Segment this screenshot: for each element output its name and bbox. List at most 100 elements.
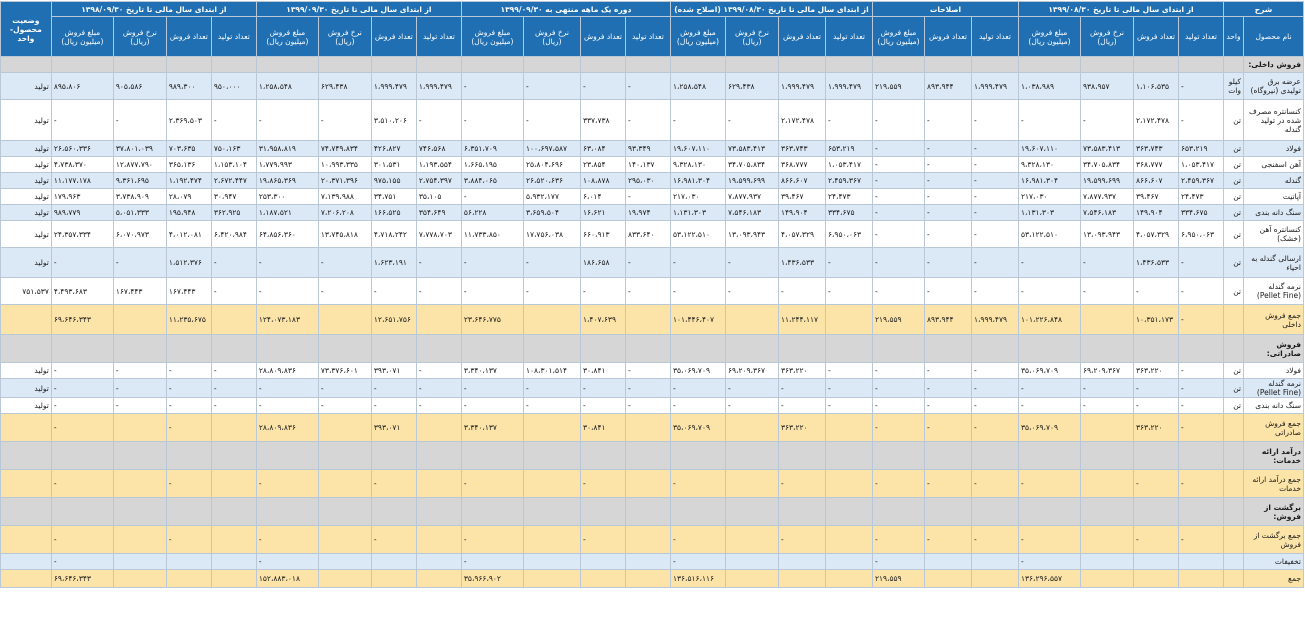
header-sub-production-qty: تعداد تولید: [1177, 16, 1224, 57]
value-cell: -: [460, 247, 524, 278]
value-cell: -: [871, 99, 925, 141]
value-cell: [724, 497, 779, 526]
status-cell: [0, 525, 52, 554]
value-cell: ۲۸،۸۰۹،۸۳۶: [255, 362, 319, 379]
value-cell: [415, 497, 462, 526]
value-cell: ۲،۷۵۴،۳۹۷: [415, 172, 462, 189]
product-name-cell: درآمد ارائه خدمات:: [1243, 441, 1304, 470]
status-cell: [0, 569, 52, 588]
value-cell: ۳۶۲،۹۲۵: [210, 204, 257, 221]
value-cell: -: [970, 140, 1019, 157]
value-cell: [415, 334, 462, 363]
value-cell: ۱۰،۹۹۳،۳۳۵: [317, 156, 372, 173]
value-cell: [210, 569, 257, 588]
value-cell: -: [460, 553, 524, 570]
value-cell: [522, 569, 581, 588]
value-cell: -: [210, 277, 257, 305]
table-row: ارسالی گندله به احیاء تن -۱،۴۳۶،۵۳۳- - - - - -۱…: [0, 247, 1304, 278]
value-cell: -: [871, 220, 925, 248]
value-cell: [970, 569, 1019, 588]
value-cell: ۳،۸۸۴،۰۶۵: [460, 172, 524, 189]
value-cell: -: [317, 378, 372, 398]
value-cell: -: [579, 397, 626, 414]
value-cell: ۹۸۹،۳۰۰: [165, 72, 212, 100]
unit-cell: تن: [1222, 204, 1245, 221]
value-cell: ۸۶۶،۶۰۷: [1132, 172, 1179, 189]
value-cell: -: [624, 188, 671, 205]
product-name-cell: آهن اسفنجی: [1243, 156, 1304, 173]
header-sub-sales-amount: مبلغ فروش (میلیون ریال): [871, 16, 925, 57]
value-cell: ۳،۳۴۰،۱۳۷: [460, 362, 524, 379]
value-cell: ۷،۸۷۷،۹۳۷: [1079, 188, 1134, 205]
value-cell: ۱۱،۷۳۳،۸۵۰: [460, 220, 524, 248]
value-cell: [824, 334, 873, 363]
value-cell: [923, 497, 972, 526]
value-cell: [1132, 56, 1179, 73]
sales-report-container: شرح از ابتدای سال مالی تا تاریخ ۱۳۹۹/۰۸/…: [0, 1, 1305, 588]
value-cell: [1017, 441, 1081, 470]
value-cell: -: [970, 277, 1019, 305]
value-cell: ۲۴،۴۷۳: [824, 188, 873, 205]
value-cell: ۹۷۵،۱۵۵: [370, 172, 417, 189]
table-row: تخفیفات - - - - - -: [0, 553, 1304, 570]
value-cell: -: [317, 397, 372, 414]
value-cell: -: [871, 525, 925, 554]
value-cell: -: [923, 397, 972, 414]
value-cell: ۱۱،۱۷۷،۱۷۸: [50, 172, 114, 189]
value-cell: ۶۶۰،۹۱۳: [579, 220, 626, 248]
value-cell: -: [579, 525, 626, 554]
value-cell: -: [669, 378, 726, 398]
value-cell: [923, 553, 972, 570]
status-cell: تولید: [0, 99, 52, 141]
value-cell: -: [522, 397, 581, 414]
value-cell: -: [50, 378, 114, 398]
value-cell: ۳۷،۸۰۱،۰۳۹: [112, 140, 167, 157]
value-cell: ۱،۹۹۹،۴۷۹: [824, 72, 873, 100]
value-cell: -: [255, 525, 319, 554]
total-row: جمع ۱۳۶،۲۹۶،۵۵۷ ۲۱۹،۵۵۹ ۱۳۶،۵۱۶،۱۱۶ ۳۵،۹۶۶،۹…: [0, 569, 1304, 588]
value-cell: -: [1132, 277, 1179, 305]
status-cell: [0, 469, 52, 498]
value-cell: [210, 56, 257, 73]
value-cell: ۳۴،۷۰۵،۸۳۴: [724, 156, 779, 173]
value-cell: [777, 56, 826, 73]
value-cell: -: [165, 413, 212, 442]
value-cell: ۳۶۸،۷۷۷: [777, 156, 826, 173]
value-cell: ۱۶۶،۵۲۵: [370, 204, 417, 221]
value-cell: ۲،۱۷۲،۴۷۸: [1132, 99, 1179, 141]
status-cell: تولید: [0, 72, 52, 100]
value-cell: [522, 525, 581, 554]
product-name-cell: فولاد: [1243, 362, 1304, 379]
value-cell: [370, 497, 417, 526]
value-cell: -: [624, 362, 671, 379]
table-row: گندله تن ۲،۴۵۹،۳۶۷ ۸۶۶،۶۰۷ ۱۹،۵۹۹،۶۹۹ ۱۶،۹۸۱،…: [0, 172, 1304, 189]
value-cell: ۴۲۶،۸۲۷: [370, 140, 417, 157]
value-cell: ۲۵،۸۰۴،۶۹۶: [522, 156, 581, 173]
value-cell: ۱۱،۲۴۴،۱۱۷: [777, 304, 826, 335]
unit-cell: تن: [1222, 140, 1245, 157]
value-cell: -: [824, 397, 873, 414]
value-cell: ۶۲۹،۴۳۸: [724, 72, 779, 100]
unit-cell: [1222, 497, 1245, 526]
value-cell: -: [1079, 397, 1134, 414]
value-cell: ۶۹،۲۰۹،۳۶۷: [724, 362, 779, 379]
value-cell: ۳۶۵،۱۳۶: [165, 156, 212, 173]
value-cell: ۶۵۳،۲۱۹: [1177, 140, 1224, 157]
value-cell: ۳۴،۷۰۵،۸۳۴: [1079, 156, 1134, 173]
value-cell: ۱،۱۳۱،۳۰۳: [669, 204, 726, 221]
value-cell: -: [460, 525, 524, 554]
value-cell: ۲۳،۸۵۴: [579, 156, 626, 173]
header-sub-sales-rate: نرخ فروش (ریال): [317, 16, 372, 57]
value-cell: [724, 56, 779, 73]
value-cell: ۱۳۶،۲۹۶،۵۵۷: [1017, 569, 1081, 588]
value-cell: ۱،۰۳۸،۹۸۹: [1017, 72, 1081, 100]
value-cell: [669, 56, 726, 73]
value-cell: -: [923, 188, 972, 205]
value-cell: ۳۹۳،۰۷۱: [370, 362, 417, 379]
value-cell: [1017, 497, 1081, 526]
value-cell: ۱۳،۷۴۵،۸۱۸: [317, 220, 372, 248]
value-cell: ۱،۶۲۳،۱۹۱: [370, 247, 417, 278]
value-cell: ۸۳۳،۶۴۰: [624, 220, 671, 248]
value-cell: ۳۹،۴۶۷: [1132, 188, 1179, 205]
value-cell: ۱،۷۷۹،۹۹۳: [255, 156, 319, 173]
